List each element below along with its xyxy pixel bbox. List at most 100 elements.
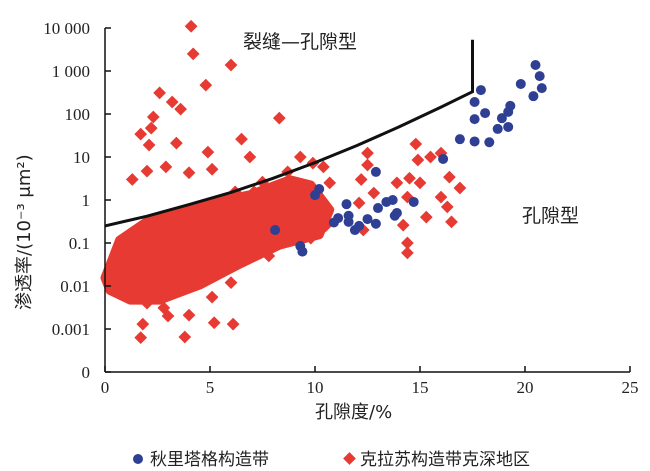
data-point-qiulitage bbox=[370, 218, 381, 229]
legend-marker-qiulitage bbox=[133, 454, 143, 464]
data-point-kelasu bbox=[146, 110, 160, 124]
data-point-kelasu bbox=[134, 331, 148, 344]
data-point-kelasu bbox=[140, 164, 154, 178]
x-tick-label: 25 bbox=[622, 378, 639, 397]
data-point-qiulitage bbox=[469, 136, 480, 147]
data-point-kelasu bbox=[125, 173, 139, 186]
data-point-qiulitage bbox=[438, 153, 449, 164]
data-point-kelasu bbox=[201, 145, 215, 159]
data-point-kelasu bbox=[317, 160, 330, 174]
data-point-kelasu bbox=[182, 166, 196, 180]
data-point-kelasu bbox=[319, 219, 332, 233]
data-point-kelasu bbox=[205, 290, 219, 304]
x-axis-title: 孔隙度/% bbox=[315, 402, 392, 423]
x-tick-label: 15 bbox=[412, 378, 429, 397]
data-point-qiulitage bbox=[469, 97, 480, 108]
data-point-qiulitage bbox=[349, 225, 360, 236]
data-point-kelasu bbox=[272, 111, 286, 125]
data-point-qiulitage bbox=[341, 199, 352, 210]
y-tick-label: 1 bbox=[82, 191, 91, 210]
data-point-kelasu bbox=[159, 160, 173, 174]
data-point-kelasu bbox=[144, 121, 158, 135]
data-point-qiulitage bbox=[362, 214, 373, 225]
x-tick-label: 0 bbox=[101, 378, 110, 397]
data-point-kelasu bbox=[224, 276, 238, 289]
data-point-kelasu bbox=[419, 210, 433, 224]
data-point-qiulitage bbox=[270, 225, 281, 236]
y-tick-label: 10 bbox=[73, 148, 90, 167]
x-tick-label: 10 bbox=[307, 378, 324, 397]
data-point-qiulitage bbox=[381, 196, 392, 207]
data-point-qiulitage bbox=[492, 123, 503, 134]
data-point-kelasu bbox=[153, 86, 166, 100]
y-axis-title: 渗透率/(10⁻³ μm²) bbox=[14, 154, 35, 310]
data-point-kelasu bbox=[243, 150, 257, 164]
data-point-qiulitage bbox=[503, 121, 514, 132]
data-point-qiulitage bbox=[469, 114, 480, 125]
data-point-qiulitage bbox=[454, 134, 465, 145]
annotation-pore: 孔隙型 bbox=[522, 205, 579, 227]
data-point-kelasu bbox=[424, 150, 437, 164]
y-tick-label: 10 000 bbox=[43, 19, 90, 38]
boundary-curve bbox=[104, 39, 474, 228]
data-point-kelasu bbox=[403, 171, 416, 185]
data-point-kelasu bbox=[411, 153, 425, 167]
annotation-fracture-pore: 裂缝—孔隙型 bbox=[243, 31, 357, 53]
data-point-kelasu bbox=[287, 203, 301, 216]
data-point-kelasu bbox=[184, 19, 198, 33]
data-point-qiulitage bbox=[480, 108, 491, 119]
points-group bbox=[125, 19, 547, 344]
data-point-kelasu bbox=[323, 176, 337, 190]
data-point-qiulitage bbox=[408, 196, 419, 207]
data-point-kelasu bbox=[367, 186, 381, 200]
legend-marker-kelasu bbox=[343, 452, 356, 465]
data-point-qiulitage bbox=[503, 106, 514, 117]
data-point-kelasu bbox=[174, 102, 187, 116]
data-point-kelasu bbox=[401, 236, 414, 250]
data-point-kelasu bbox=[142, 138, 156, 152]
y-tick-label: 1 000 bbox=[52, 62, 90, 81]
data-point-kelasu bbox=[293, 150, 307, 164]
data-point-kelasu bbox=[224, 58, 238, 72]
data-point-kelasu bbox=[434, 190, 448, 204]
data-point-qiulitage bbox=[373, 203, 383, 214]
data-point-kelasu bbox=[199, 78, 213, 92]
data-point-kelasu bbox=[304, 231, 318, 245]
data-point-kelasu bbox=[247, 185, 261, 199]
legend: 秋里塔格构造带 克拉苏构造带克深地区 bbox=[133, 450, 530, 470]
data-point-qiulitage bbox=[297, 246, 308, 257]
y-tick-label: 0.1 bbox=[69, 234, 90, 253]
data-point-qiulitage bbox=[475, 85, 486, 96]
data-point-kelasu bbox=[401, 246, 414, 260]
y-tick-label: 0 bbox=[82, 363, 91, 382]
data-point-kelasu bbox=[361, 146, 374, 160]
data-point-qiulitage bbox=[310, 190, 320, 201]
data-point-kelasu bbox=[205, 162, 219, 176]
data-point-kelasu bbox=[136, 317, 150, 331]
data-point-kelasu bbox=[352, 196, 366, 210]
y-tick-label: 0.001 bbox=[52, 320, 90, 339]
y-tick-label: 100 bbox=[65, 105, 91, 124]
y-tick-label: 0.01 bbox=[60, 277, 90, 296]
data-point-qiulitage bbox=[536, 83, 547, 94]
data-point-kelasu bbox=[207, 316, 221, 330]
x-tick-label: 5 bbox=[206, 378, 215, 397]
data-point-kelasu bbox=[178, 330, 192, 344]
data-point-kelasu bbox=[226, 317, 240, 331]
data-point-qiulitage bbox=[534, 71, 545, 82]
data-point-qiulitage bbox=[528, 91, 539, 102]
data-point-kelasu bbox=[165, 95, 179, 109]
data-point-kelasu bbox=[354, 173, 368, 186]
data-point-kelasu bbox=[409, 137, 423, 151]
data-point-kelasu bbox=[453, 181, 467, 195]
legend-label-kelasu: 克拉苏构造带克深地区 bbox=[360, 450, 530, 470]
legend-label-qiulitage: 秋里塔格构造带 bbox=[150, 450, 269, 470]
axes bbox=[104, 28, 630, 373]
data-point-qiulitage bbox=[515, 78, 526, 89]
data-point-qiulitage bbox=[370, 166, 381, 177]
data-point-qiulitage bbox=[343, 216, 354, 227]
data-point-kelasu bbox=[134, 127, 148, 141]
data-point-kelasu bbox=[186, 47, 200, 61]
data-point-kelasu bbox=[182, 308, 196, 322]
